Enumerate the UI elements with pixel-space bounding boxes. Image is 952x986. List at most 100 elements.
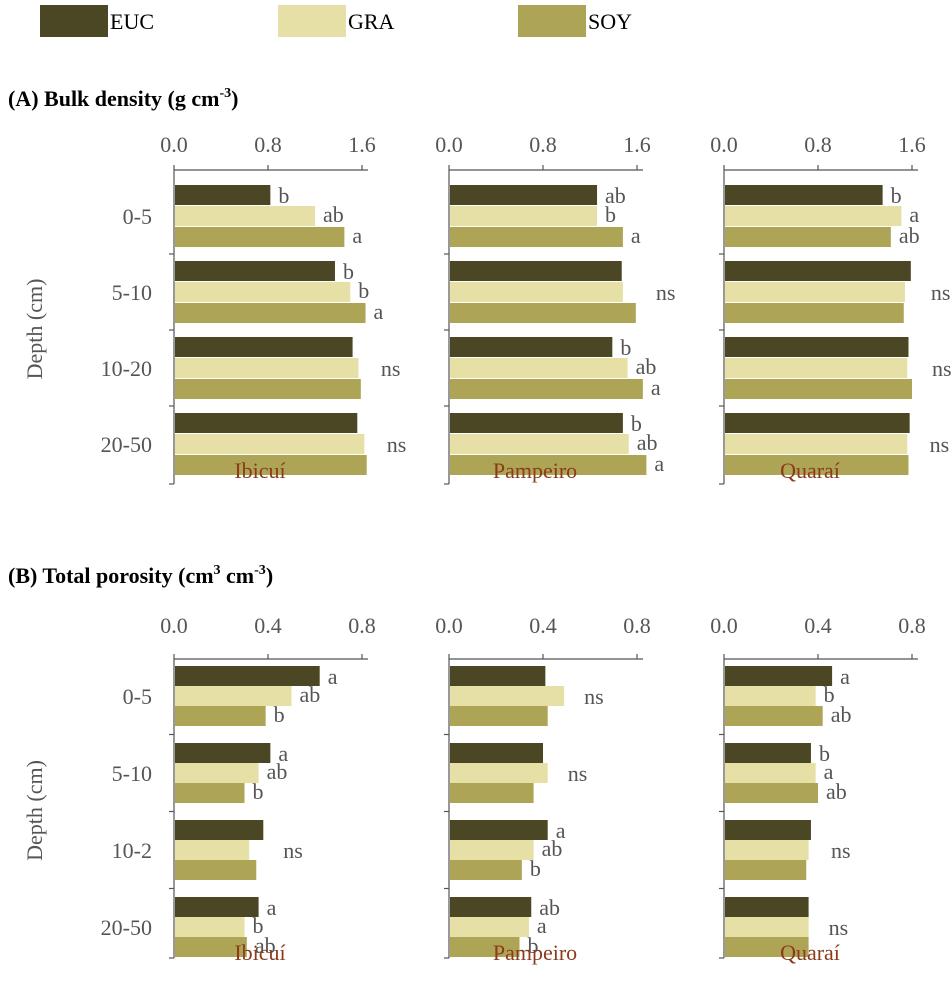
legend-swatch — [518, 5, 586, 37]
bar-euc — [450, 261, 622, 281]
bar-soy — [725, 937, 809, 957]
bar-soy — [725, 227, 891, 247]
legend-label: EUC — [110, 9, 154, 34]
significance-label: ns — [930, 432, 950, 457]
x-tick-label: 1.6 — [348, 132, 376, 157]
bar-soy — [450, 455, 647, 475]
title-text: ) — [266, 563, 273, 588]
significance-label: ns — [381, 356, 401, 381]
bar-gra — [450, 917, 529, 937]
chart-section-total-porosity: (B) Total porosity (cm3 cm-3) Depth (cm) 0… — [8, 563, 926, 965]
x-tick-label: 1.6 — [623, 132, 651, 157]
significance-label: b — [530, 856, 541, 881]
bar-euc — [450, 185, 598, 205]
bar-euc — [725, 261, 911, 281]
bar-soy — [175, 783, 245, 803]
bar-gra — [450, 358, 628, 378]
bar-euc — [175, 337, 353, 357]
significance-label: ab — [539, 895, 560, 920]
bar-soy — [450, 937, 520, 957]
x-tick-label: 0.0 — [435, 613, 463, 638]
bar-gra — [725, 206, 902, 226]
significance-label: ab — [255, 933, 276, 958]
bar-euc — [725, 820, 811, 840]
bar-gra — [450, 206, 598, 226]
title-text: (B) Total porosity (cm — [8, 563, 214, 588]
bar-soy — [175, 937, 247, 957]
category-label: 0-5 — [123, 204, 152, 229]
significance-label: ab — [826, 779, 847, 804]
significance-label: ab — [323, 202, 344, 227]
x-tick-label: 0.8 — [348, 613, 376, 638]
bar-euc — [450, 337, 613, 357]
title-text: cm — [221, 563, 255, 588]
significance-label: ab — [267, 759, 288, 784]
bar-euc — [450, 897, 532, 917]
bar-euc — [450, 413, 623, 433]
site-label: Pampeiro — [493, 940, 577, 965]
bar-soy — [725, 860, 807, 880]
bar-euc — [725, 413, 910, 433]
category-label: 10-2 — [112, 838, 152, 863]
bar-soy — [450, 860, 522, 880]
significance-label: ab — [605, 183, 626, 208]
significance-label: ab — [899, 223, 920, 248]
significance-label: b — [631, 411, 642, 436]
significance-label: ns — [932, 356, 952, 381]
significance-label: ab — [637, 430, 658, 455]
bar-gra — [450, 282, 623, 302]
significance-label: ab — [300, 682, 321, 707]
legend-label: GRA — [348, 9, 395, 34]
bar-euc — [175, 666, 320, 686]
significance-label: b — [278, 183, 289, 208]
bar-euc — [725, 743, 811, 763]
bar-gra — [175, 917, 245, 937]
category-label: 5-10 — [112, 761, 152, 786]
significance-label: a — [651, 375, 661, 400]
bar-gra — [175, 358, 359, 378]
bar-euc — [175, 413, 358, 433]
bar-gra — [725, 282, 905, 302]
bar-euc — [175, 897, 259, 917]
significance-label: a — [556, 818, 566, 843]
chart-title: (A) Bulk density (g cm-3) — [8, 86, 238, 111]
bar-gra — [450, 840, 534, 860]
bar-euc — [450, 666, 546, 686]
x-tick-label: 0.8 — [529, 132, 557, 157]
x-tick-label: 0.4 — [804, 613, 832, 638]
title-superscript: -3 — [254, 563, 266, 578]
bar-gra — [450, 686, 565, 706]
x-tick-label: 0.8 — [898, 613, 926, 638]
bar-soy — [175, 860, 257, 880]
bar-soy — [450, 303, 636, 323]
x-tick-label: 0.8 — [623, 613, 651, 638]
bar-euc — [450, 820, 548, 840]
significance-label: a — [267, 895, 277, 920]
significance-label: ns — [568, 761, 588, 786]
bar-euc — [175, 820, 264, 840]
significance-label: b — [253, 913, 264, 938]
significance-label: a — [909, 202, 919, 227]
bar-soy — [725, 783, 818, 803]
bar-euc — [725, 666, 833, 686]
bar-gra — [725, 434, 908, 454]
bar-gra — [175, 206, 315, 226]
significance-label: ns — [387, 432, 407, 457]
x-tick-label: 0.0 — [710, 132, 738, 157]
category-label: 20-50 — [101, 432, 152, 457]
legend-label: SOY — [588, 9, 632, 34]
bar-gra — [725, 686, 816, 706]
significance-label: a — [631, 223, 641, 248]
bar-soy — [450, 706, 548, 726]
site-label: Ibicuí — [234, 458, 285, 483]
x-tick-label: 0.8 — [254, 132, 282, 157]
chart-section-bulk-density: (A) Bulk density (g cm-3) Depth (cm) 0-5 5-… — [8, 86, 952, 485]
bar-euc — [175, 261, 335, 281]
bar-soy — [175, 706, 266, 726]
category-label: 0-5 — [123, 684, 152, 709]
